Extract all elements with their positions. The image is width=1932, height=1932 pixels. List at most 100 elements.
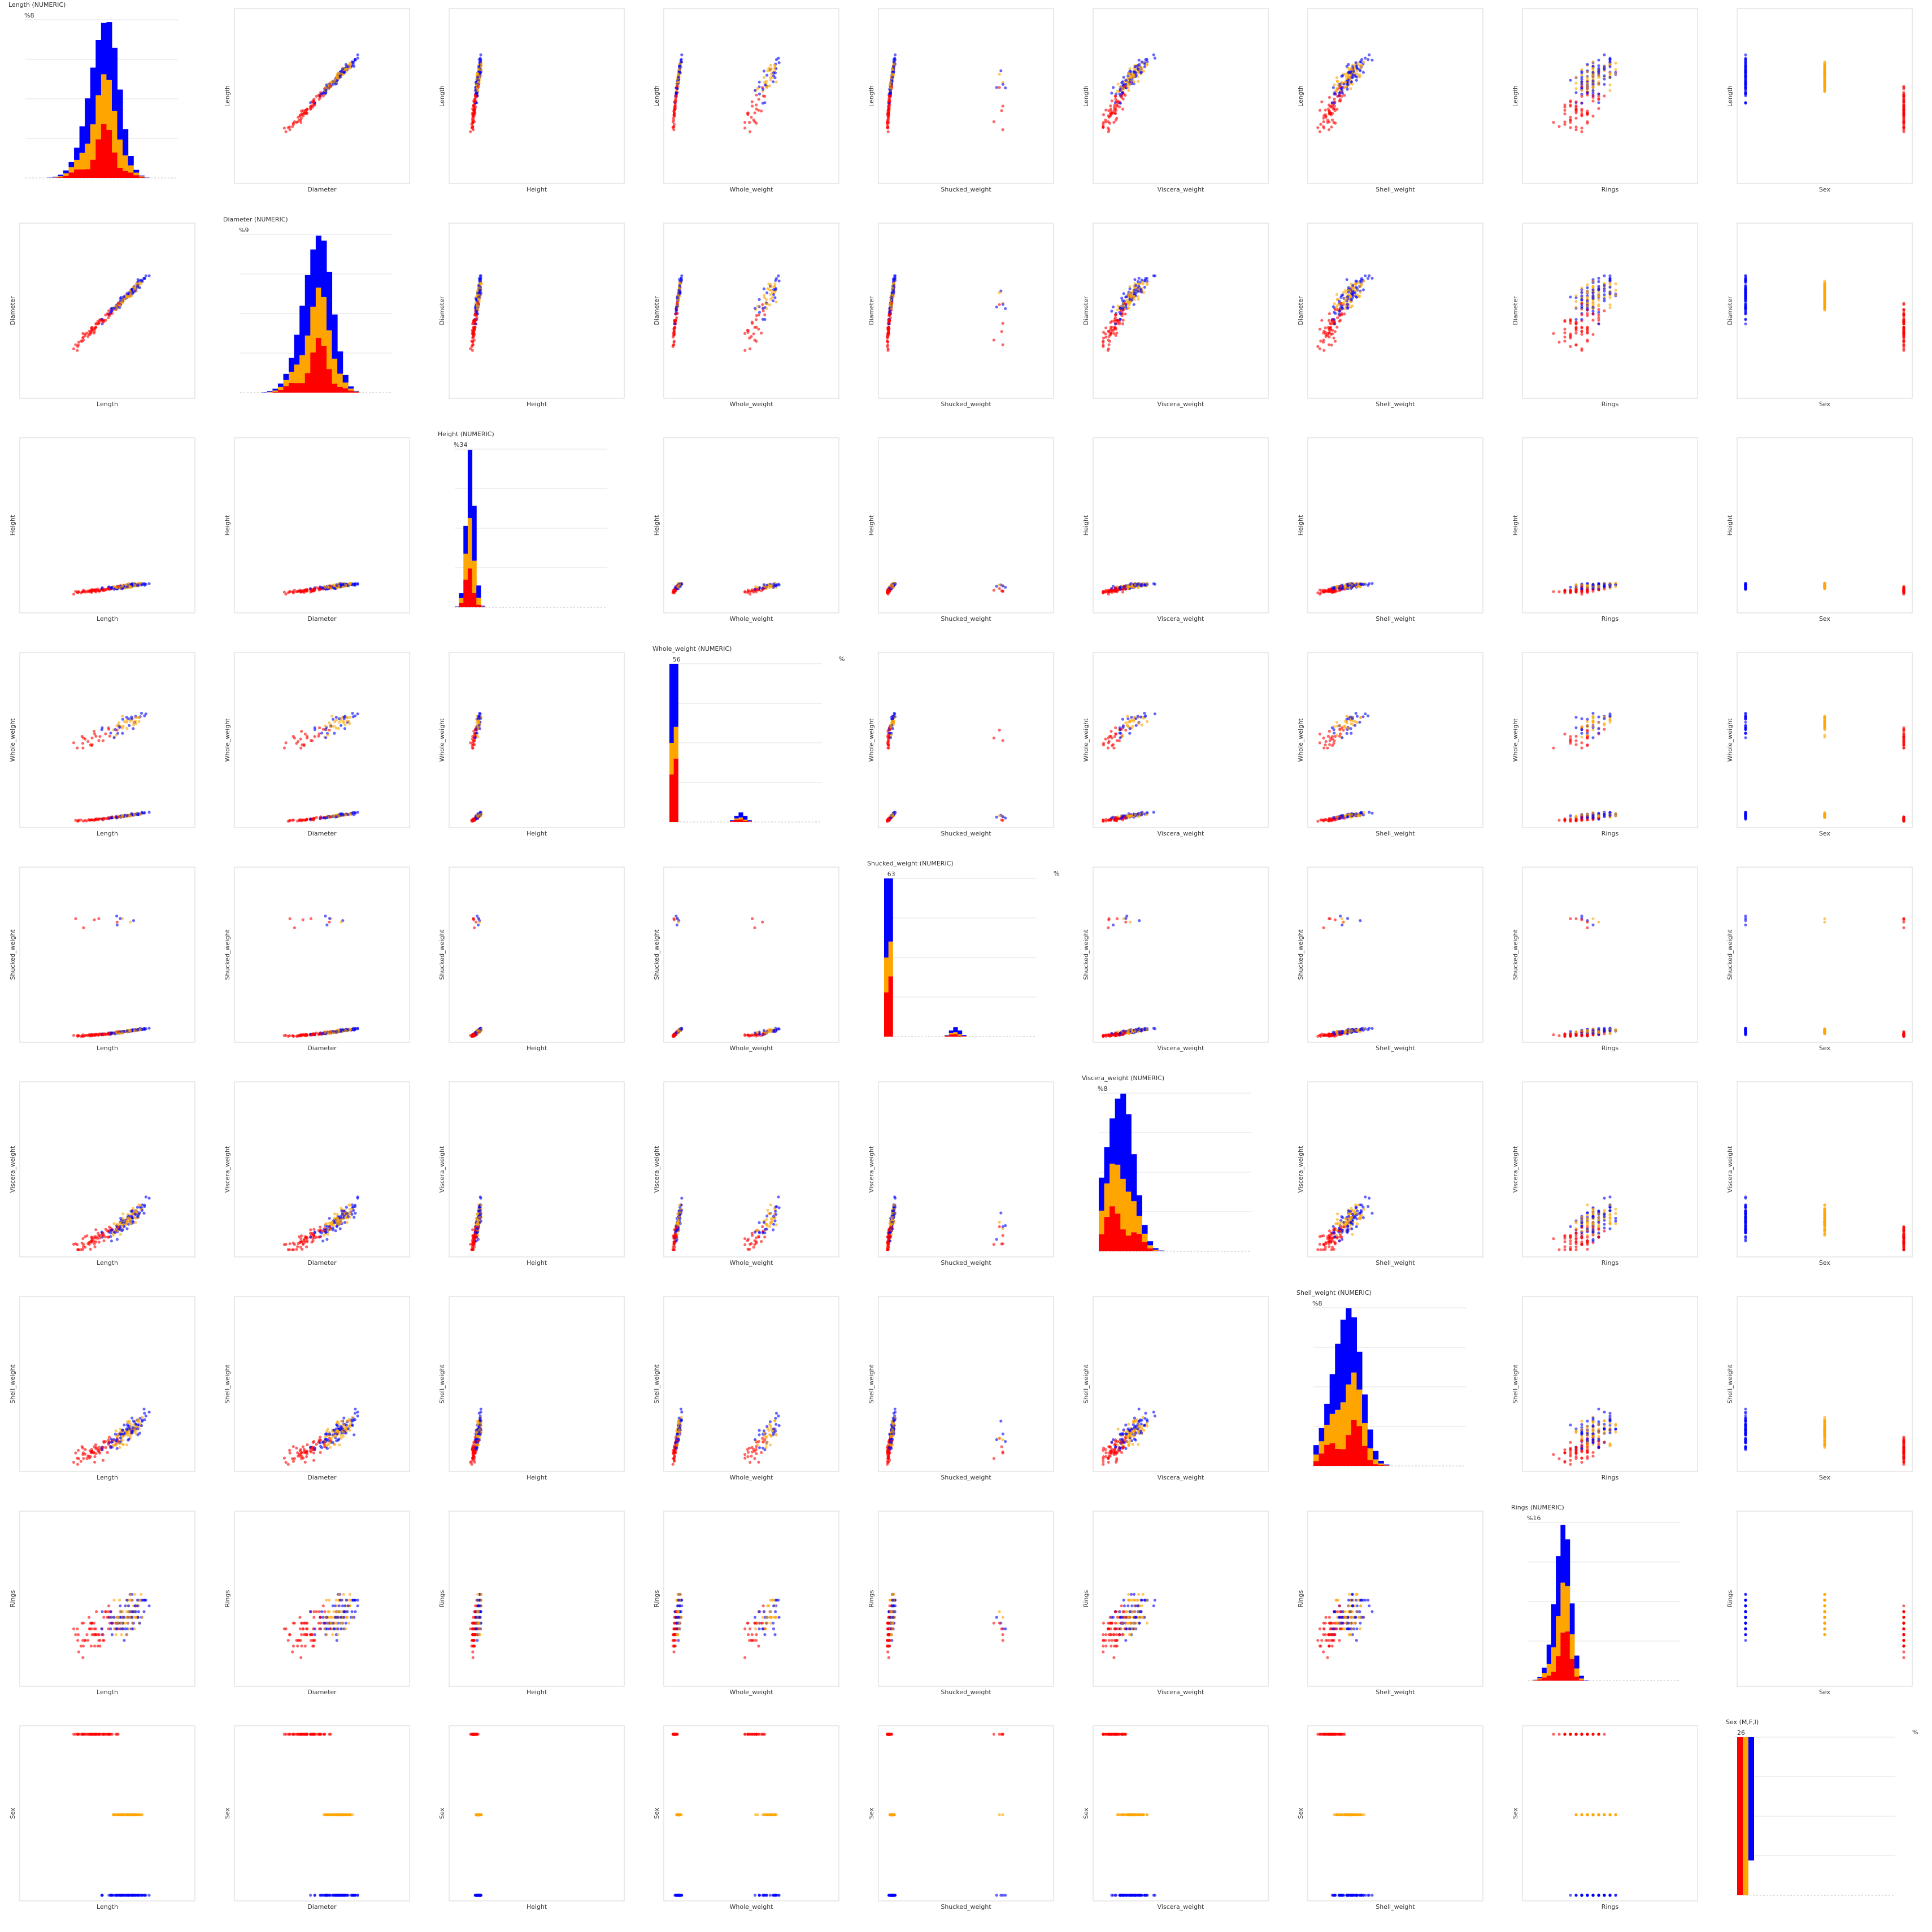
data-point — [1000, 589, 1003, 593]
data-point — [765, 307, 768, 310]
data-point — [291, 121, 295, 125]
data-point — [762, 583, 765, 586]
data-point — [743, 590, 747, 593]
data-point — [471, 340, 475, 343]
hist-bar-F — [321, 297, 327, 346]
data-point — [1563, 590, 1567, 593]
data-point — [746, 111, 750, 115]
data-point — [1586, 301, 1589, 304]
data-point — [1574, 108, 1578, 112]
data-point — [1347, 63, 1350, 66]
data-point — [472, 326, 476, 330]
data-point — [1574, 306, 1578, 309]
data-point — [992, 589, 995, 592]
data-point — [471, 343, 475, 347]
data-point — [1133, 295, 1136, 298]
data-point — [1580, 589, 1583, 593]
data-point — [282, 127, 286, 130]
data-point — [1744, 79, 1747, 82]
y-axis-label: Length — [224, 85, 231, 107]
data-point — [1343, 312, 1346, 316]
data-point — [762, 287, 765, 290]
data-point — [1112, 120, 1116, 124]
data-point — [1333, 589, 1337, 593]
data-point — [1574, 589, 1578, 592]
data-point — [1823, 307, 1826, 310]
data-point — [1744, 312, 1747, 316]
data-point — [1364, 56, 1367, 60]
data-point — [1591, 583, 1595, 586]
data-point — [1331, 305, 1335, 308]
data-point — [1902, 343, 1905, 347]
data-point — [995, 305, 998, 309]
data-point — [1580, 333, 1583, 336]
data-point — [678, 65, 681, 68]
data-point — [1110, 310, 1113, 313]
data-point — [1349, 295, 1352, 298]
data-point — [478, 289, 482, 293]
data-point — [1608, 582, 1612, 585]
data-point — [1603, 274, 1606, 277]
plot-frame — [19, 437, 195, 613]
x-axis-label: Shucked_weight — [941, 401, 991, 408]
data-point — [768, 76, 772, 80]
data-point — [763, 80, 766, 84]
hist-bar-M — [315, 236, 321, 288]
data-point — [678, 68, 681, 72]
data-point — [312, 103, 316, 107]
data-point — [1744, 82, 1747, 86]
data-point — [118, 306, 121, 310]
data-point — [1367, 277, 1370, 280]
data-point — [1902, 312, 1905, 316]
hist-bar-F — [74, 159, 80, 170]
data-point — [752, 332, 755, 336]
data-point — [1370, 276, 1374, 280]
data-point — [774, 277, 778, 280]
data-point — [672, 330, 676, 333]
data-point — [769, 285, 773, 289]
hist-bar-I — [476, 604, 481, 607]
data-point — [1574, 343, 1578, 347]
data-point — [301, 113, 304, 116]
data-point — [1902, 302, 1905, 305]
data-point — [1586, 113, 1589, 116]
data-point — [750, 320, 754, 324]
hist-bar-M — [459, 593, 464, 598]
data-point — [133, 583, 136, 586]
data-point — [1137, 67, 1140, 71]
data-point — [342, 71, 346, 74]
hist-bar-I — [128, 172, 134, 178]
data-point — [1338, 94, 1342, 98]
data-point — [1141, 282, 1145, 285]
hist-bar-F — [342, 382, 349, 389]
data-point — [1591, 312, 1595, 316]
data-point — [763, 313, 767, 316]
data-point — [473, 312, 477, 316]
data-point — [356, 56, 359, 60]
hist-bar-I — [138, 177, 145, 178]
data-point — [1326, 325, 1330, 329]
data-point — [1133, 583, 1137, 586]
hist-bar-F — [90, 124, 96, 160]
data-point — [680, 53, 684, 56]
data-point — [1324, 108, 1327, 112]
hist-bar-F — [95, 95, 102, 140]
data-point — [138, 582, 142, 585]
data-point — [332, 584, 336, 588]
data-point — [1115, 103, 1119, 107]
data-point — [1119, 312, 1122, 316]
data-point — [1337, 83, 1340, 86]
hist-bar-F — [294, 364, 300, 384]
data-point — [1324, 114, 1328, 118]
data-point — [998, 303, 1001, 306]
data-point — [891, 286, 894, 290]
data-point — [673, 112, 676, 115]
data-point — [1563, 108, 1567, 112]
data-point — [763, 294, 766, 297]
y-axis-label: Length — [1082, 85, 1090, 107]
data-point — [1574, 111, 1578, 115]
data-point — [1336, 316, 1339, 320]
x-axis-label: Shell_weight — [1376, 186, 1415, 193]
data-point — [889, 92, 892, 95]
